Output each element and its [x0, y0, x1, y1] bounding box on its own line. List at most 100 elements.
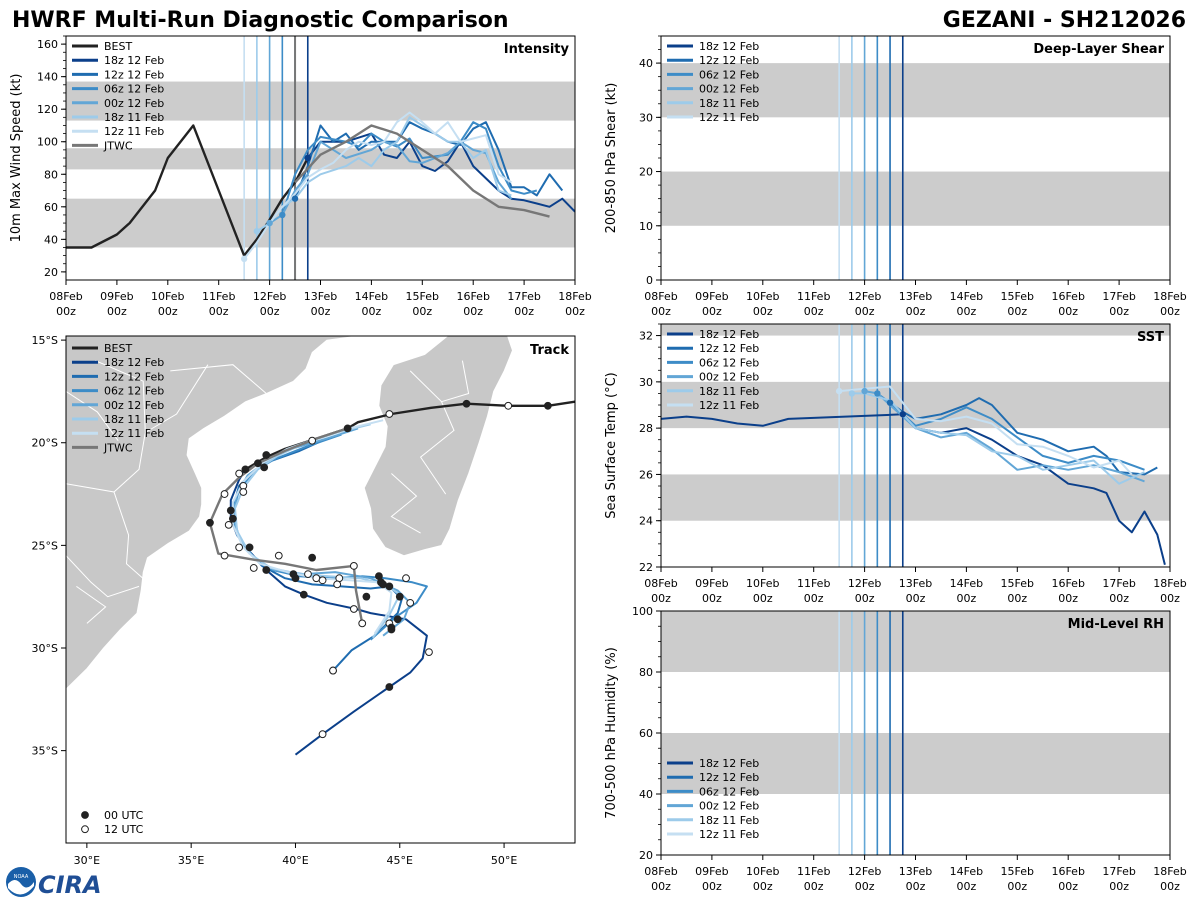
- track-marker-00utc: [393, 615, 402, 624]
- intensity-xtick-label: 00z: [514, 305, 534, 318]
- intensity-band-2: [66, 81, 575, 121]
- shear-xtick-label: 00z: [1109, 305, 1129, 318]
- sst-xtick-label: 00z: [651, 592, 671, 605]
- track-marker-12utc: [220, 490, 229, 498]
- track-marker-00utc: [299, 590, 308, 599]
- rh-xtick-label: 00z: [1109, 880, 1129, 893]
- intensity-series-06z-12-feb: [281, 121, 538, 216]
- shear-ylabel: 200-850 hPa Shear (kt): [604, 83, 619, 234]
- intensity-xtick-label: 10Feb: [151, 290, 184, 303]
- sst-xtick-label: 10Feb: [746, 577, 779, 590]
- track-marker-12utc: [504, 401, 513, 410]
- shear-xtick-label: 00z: [1007, 305, 1027, 318]
- sst-xtick-label: 00z: [1007, 592, 1027, 605]
- sst-xtick-label: 00z: [1109, 592, 1129, 605]
- rh-xtick-label: 12Feb: [848, 865, 881, 878]
- shear-title: Deep-Layer Shear: [1033, 42, 1164, 57]
- track-ytick-label: 25°S: [32, 539, 58, 552]
- shear-ytick-label: 40: [639, 57, 653, 70]
- track-marker-12utc: [308, 436, 317, 445]
- track-frame: [65, 335, 576, 844]
- shear-legend-label-00z-12-feb: 00z 12 Feb: [699, 83, 759, 96]
- rh-band-1: [661, 611, 1170, 672]
- shear-xtick-label: 00z: [1058, 305, 1078, 318]
- admin-border-8: [390, 473, 421, 534]
- track-plot-area: [66, 336, 575, 843]
- sst-xtick-label: 13Feb: [899, 577, 932, 590]
- rh-ytick-label: 80: [639, 666, 653, 679]
- track-marker-00utc: [206, 518, 214, 527]
- shear-xtick-label: 17Feb: [1102, 290, 1135, 303]
- track-marker-12utc: [406, 598, 415, 607]
- marker-legend-label-12-utc: 12 UTC: [104, 823, 144, 836]
- intensity-init-dot: [304, 154, 311, 162]
- sst-ytick-label: 24: [639, 515, 653, 528]
- track-ytick-label: 15°S: [32, 334, 58, 347]
- admin-border-5: [66, 555, 140, 598]
- intensity-ytick-label: 120: [37, 103, 58, 116]
- intensity-legend-label-12z-11-feb: 12z 11 Feb: [104, 125, 164, 138]
- track-legend-label-12z-11-feb: 12z 11 Feb: [104, 427, 164, 440]
- shear-ytick-label: 30: [639, 111, 653, 124]
- land-africa: [66, 336, 359, 690]
- intensity-series-jtwc: [294, 124, 550, 218]
- intensity-xtick-label: 17Feb: [507, 290, 540, 303]
- track-marker-00utc: [462, 399, 471, 408]
- sst-start-dot-06z-12-feb: [874, 390, 881, 397]
- track-marker-00utc: [262, 451, 271, 459]
- sst-init-dot: [899, 411, 906, 418]
- intensity-start-dot-00z-12-feb: [266, 219, 273, 227]
- intensity-legend-label-06z-12-feb: 06z 12 Feb: [104, 83, 164, 96]
- track-title: Track: [530, 343, 569, 358]
- sst-ytick-label: 32: [639, 330, 653, 343]
- intensity-xtick-label: 15Feb: [406, 290, 439, 303]
- sst-series-12z-12-feb: [889, 397, 1158, 476]
- noaa-badge-label: NOAA: [14, 874, 29, 880]
- intensity-legend-label-18z-12-feb: 18z 12 Feb: [104, 54, 164, 67]
- track-marker-00utc: [343, 424, 352, 433]
- intensity-ylabel: 10m Max Wind Speed (kt): [9, 74, 24, 243]
- marker-legend-label-00-utc: 00 UTC: [104, 809, 144, 822]
- panels: 2040608010012014016008Feb00z09Feb00z10Fe…: [9, 35, 1187, 893]
- intensity-xtick-label: 00z: [311, 305, 331, 318]
- track-marker-00utc: [245, 543, 254, 552]
- intensity-xtick-label: 00z: [209, 305, 229, 318]
- rh-xtick-label: 00z: [1007, 880, 1027, 893]
- track-marker-12utc: [425, 648, 433, 657]
- track-marker-12utc: [329, 666, 337, 675]
- intensity-legend-label-00z-12-feb: 00z 12 Feb: [104, 97, 164, 110]
- rh-xtick-label: 09Feb: [695, 865, 728, 878]
- sst-xtick-label: 00z: [906, 592, 926, 605]
- rh-xtick-label: 11Feb: [797, 865, 830, 878]
- rh-legend-label-12z-11-feb: 12z 11 Feb: [699, 828, 759, 841]
- rh-band-0: [661, 733, 1170, 794]
- intensity-ytick-label: 40: [44, 233, 58, 246]
- rh-xtick-label: 18Feb: [1153, 865, 1186, 878]
- admin-border-2: [145, 364, 209, 433]
- rh-xtick-label: 00z: [753, 880, 773, 893]
- track-marker-00utc: [254, 459, 262, 468]
- noaa-wave-icon: [8, 880, 34, 895]
- intensity-xtick-label: 08Feb: [49, 290, 82, 303]
- intensity-xtick-label: 14Feb: [355, 290, 388, 303]
- rh-plot-area: [661, 611, 1170, 855]
- track-marker-00utc: [385, 683, 394, 691]
- intensity-xtick-label: 00z: [362, 305, 382, 318]
- sst-xtick-label: 00z: [753, 592, 773, 605]
- track-marker-12utc: [333, 580, 342, 589]
- intensity-ytick-label: 60: [44, 201, 58, 214]
- track-marker-12utc: [349, 561, 358, 570]
- shear-plot-area: [661, 36, 1170, 280]
- rh-legend-label-00z-12-feb: 00z 12 Feb: [699, 800, 759, 813]
- shear-xtick-label: 18Feb: [1153, 290, 1186, 303]
- track-marker-12utc: [304, 570, 312, 579]
- track-marker-12utc: [318, 730, 327, 739]
- sst-ytick-label: 28: [639, 422, 653, 435]
- rh-xtick-label: 08Feb: [644, 865, 677, 878]
- track-xtick-label: 30°E: [74, 854, 100, 867]
- rh-title: Mid-Level RH: [1068, 617, 1164, 632]
- track-marker-00utc: [543, 401, 552, 410]
